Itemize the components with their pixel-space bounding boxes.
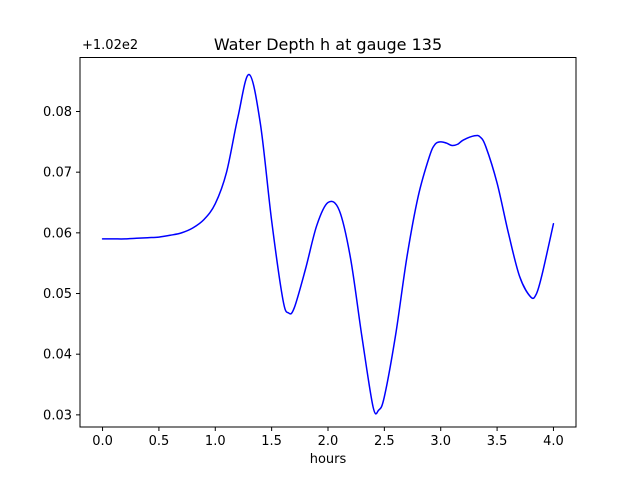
plot-frame bbox=[79, 57, 577, 428]
x-tick-label: 4.0 bbox=[543, 434, 564, 449]
y-axis-offset-label: +1.02e2 bbox=[82, 38, 138, 53]
y-tick-label: 0.04 bbox=[43, 348, 72, 363]
x-tick-label: 2.0 bbox=[318, 434, 339, 449]
y-tick-label: 0.06 bbox=[43, 226, 72, 241]
x-axis-label: hours bbox=[310, 452, 347, 467]
y-tick-label: 0.05 bbox=[43, 287, 72, 302]
chart-title: Water Depth h at gauge 135 bbox=[214, 35, 442, 54]
y-tick-label: 0.03 bbox=[43, 408, 72, 423]
x-tick-label: 3.5 bbox=[487, 434, 508, 449]
y-tick-label: 0.08 bbox=[43, 105, 72, 120]
x-tick-label: 1.5 bbox=[261, 434, 282, 449]
y-tick-label: 0.07 bbox=[43, 166, 72, 181]
x-tick-label: 2.5 bbox=[374, 434, 395, 449]
x-tick-label: 3.0 bbox=[430, 434, 451, 449]
x-tick-label: 0.0 bbox=[92, 434, 113, 449]
x-tick-label: 0.5 bbox=[149, 434, 170, 449]
x-tick-label: 1.0 bbox=[205, 434, 226, 449]
chart-line bbox=[101, 73, 555, 415]
plot-area: 0.0 0.5 1.0 1.5 2.0 2.5 3.0 3.5 4.0 0.03 0.04 0.05 0… bbox=[43, 57, 577, 449]
